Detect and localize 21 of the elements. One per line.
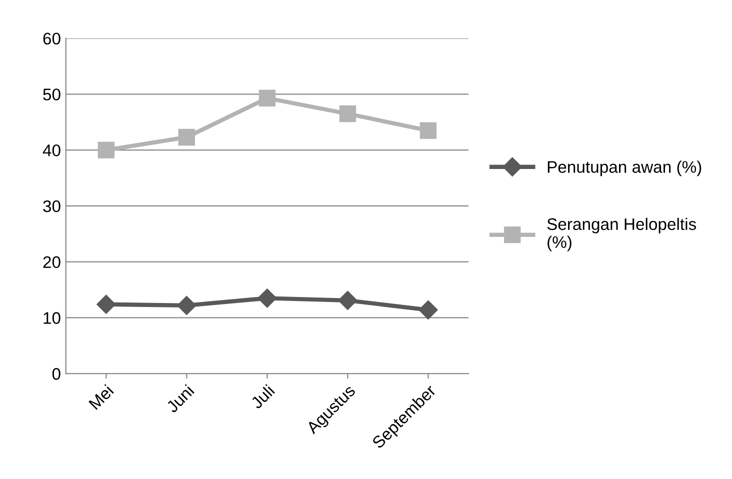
point xyxy=(96,294,116,314)
point xyxy=(338,290,358,310)
point xyxy=(339,105,356,122)
y-tick-label: 20 xyxy=(43,256,60,268)
point xyxy=(177,296,196,315)
y-tick-label: 40 xyxy=(42,144,60,156)
point xyxy=(178,128,195,146)
legend-label: Serangan Helopeltis (%) xyxy=(547,218,696,252)
point xyxy=(258,90,276,106)
y-tick-label: 60 xyxy=(43,32,60,45)
legend-label: Penutupan awan (%) xyxy=(548,160,702,176)
y-tick-label: 50 xyxy=(43,88,60,100)
point xyxy=(258,288,277,308)
y-tick-label: 10 xyxy=(44,312,60,324)
y-tick-label: 30 xyxy=(43,200,60,212)
point xyxy=(418,300,438,320)
point xyxy=(98,142,114,158)
x-tick-label: Juli xyxy=(250,384,276,410)
y-tick-label: 0 xyxy=(52,368,60,380)
x-tick-label: Mei xyxy=(88,384,114,410)
point xyxy=(420,122,437,139)
